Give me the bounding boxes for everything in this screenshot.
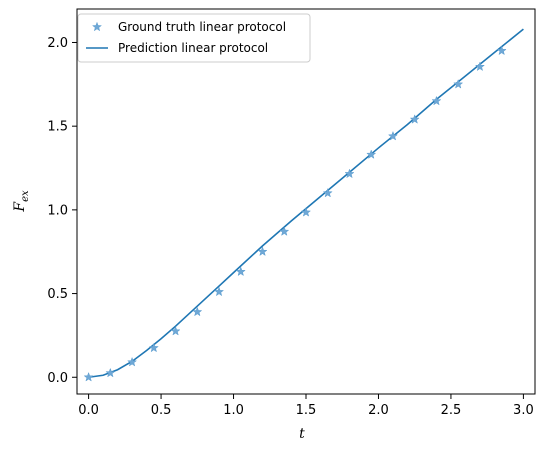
ground-truth-point <box>148 342 159 353</box>
y-tick-label: 2.0 <box>47 36 68 51</box>
ground-truth-point <box>170 325 181 336</box>
ground-truth-point <box>453 78 464 89</box>
legend-box <box>77 13 311 63</box>
ground-truth-point <box>344 168 355 179</box>
ground-truth-point <box>257 246 268 257</box>
prediction-line <box>88 28 524 379</box>
x-tick-label: 1.0 <box>223 403 244 418</box>
y-axis-ticks: 0.0 0.5 1.0 1.5 2.0 <box>47 36 77 386</box>
y-axis-label: Fex <box>12 190 31 213</box>
y-tick-label: 1.0 <box>47 203 68 218</box>
x-axis-ticks: 0.0 0.5 1.0 1.5 2.0 2.5 3.0 <box>78 394 534 418</box>
legend: Ground truth linear protocol Prediction … <box>77 13 311 63</box>
y-tick-label: 1.5 <box>47 120 68 135</box>
ground-truth-point <box>83 371 94 382</box>
ground-truth-point <box>366 149 377 159</box>
ground-truth-point <box>300 207 312 217</box>
x-tick-label: 3.0 <box>513 403 534 418</box>
x-tick-label: 2.5 <box>441 403 462 418</box>
ground-truth-point <box>279 226 290 236</box>
ground-truth-point <box>409 114 420 124</box>
x-tick-label: 0.0 <box>78 403 99 418</box>
ground-truth-point <box>192 306 203 317</box>
ground-truth-point <box>431 95 442 106</box>
ground-truth-point <box>105 367 116 378</box>
ground-truth-point <box>322 187 333 198</box>
ground-truth-point <box>127 356 138 367</box>
y-axis-label-sub: ex <box>20 190 31 202</box>
y-tick-label: 0.0 <box>47 371 68 386</box>
plot-area <box>76 8 536 395</box>
x-tick-label: 2.0 <box>368 403 389 418</box>
y-tick-label: 0.5 <box>47 287 68 302</box>
ground-truth-point <box>496 45 507 56</box>
ground-truth-point <box>213 286 225 297</box>
x-tick-label: 1.5 <box>296 403 317 418</box>
legend-label-prediction: Prediction linear protocol <box>118 41 268 55</box>
x-tick-label: 0.5 <box>151 403 172 418</box>
x-axis-label: t <box>299 426 305 442</box>
ground-truth-point <box>235 266 246 277</box>
y-axis-label-main: F <box>12 201 28 213</box>
ground-truth-point <box>387 130 399 141</box>
series-layer <box>83 28 524 382</box>
ground-truth-point <box>474 61 485 72</box>
legend-label-ground-truth: Ground truth linear protocol <box>118 20 286 34</box>
legend-marker-ground-truth <box>91 21 103 32</box>
